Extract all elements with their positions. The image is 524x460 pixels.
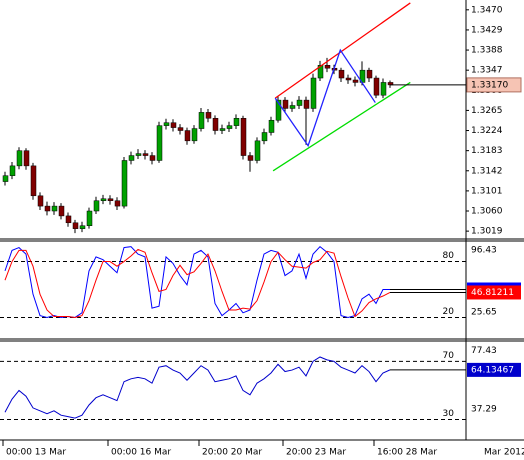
scale-label: 37.29 xyxy=(471,404,497,414)
candle-body xyxy=(170,122,177,128)
indicator-line xyxy=(4,356,391,419)
candle-body xyxy=(296,99,303,106)
last-value-label: 64.13467 xyxy=(471,365,514,375)
trendline xyxy=(274,2,411,99)
candle-body xyxy=(303,99,310,109)
candle-body xyxy=(9,165,16,176)
candle-body xyxy=(380,82,387,96)
y-tick-label: 1.3347 xyxy=(471,66,503,76)
y-tick-label: 1.3388 xyxy=(471,46,503,56)
candle-body xyxy=(317,65,324,79)
candle-body xyxy=(268,119,275,133)
y-tick-label: 1.3470 xyxy=(471,5,503,15)
candle-body xyxy=(142,153,149,156)
candle-body xyxy=(345,77,352,81)
candle-body xyxy=(198,112,205,129)
y-tick-label: 20 xyxy=(443,307,455,317)
indicator-line xyxy=(4,248,391,318)
y-tick-label: 1.3265 xyxy=(471,106,503,116)
last-value-label: 46.81211 xyxy=(471,288,514,298)
candle-body xyxy=(324,65,331,69)
scale-label: 77.43 xyxy=(471,346,497,356)
candle-body xyxy=(240,118,247,156)
candle-body xyxy=(58,205,65,217)
candle-body xyxy=(51,205,58,212)
x-tick-label: 16:00 28 Mar xyxy=(377,448,437,458)
last-value-box xyxy=(467,362,521,377)
scale-label: 25.65 xyxy=(471,308,497,318)
y-tick-label: 1.3101 xyxy=(471,186,503,196)
y-tick-label: 1.3142 xyxy=(471,166,503,176)
candle-body xyxy=(114,200,121,207)
trendline xyxy=(272,81,411,172)
candle-body xyxy=(44,205,51,212)
candle-body xyxy=(275,99,282,121)
candle-body xyxy=(30,165,37,197)
y-tick-label: 80 xyxy=(443,251,455,261)
candle-body xyxy=(366,69,373,79)
candle-body xyxy=(107,198,114,201)
y-tick-label: 1.3060 xyxy=(471,207,503,217)
y-tick-label: 1.3429 xyxy=(471,25,503,35)
candle-body xyxy=(2,175,9,182)
candle-body xyxy=(338,69,345,79)
candle-body xyxy=(65,215,72,224)
x-tick-label: 20:00 23 Mar xyxy=(286,448,346,458)
candle-body xyxy=(205,112,212,119)
candle-body xyxy=(177,127,184,131)
y-tick-label: 70 xyxy=(443,351,455,361)
current-price-label: 1.33170 xyxy=(471,80,508,90)
candle-body xyxy=(226,125,233,129)
candle-body xyxy=(233,118,240,126)
candle-body xyxy=(79,225,86,229)
candle-body xyxy=(128,155,135,161)
candle-body xyxy=(37,195,44,207)
x-axis-note: Mar 2012 xyxy=(484,448,524,458)
last-value-box xyxy=(467,285,521,300)
candle-body xyxy=(156,125,163,161)
scale-label: 96.43 xyxy=(471,246,497,256)
trendline xyxy=(274,48,376,148)
candle-body xyxy=(23,150,30,167)
candle-body xyxy=(135,153,142,156)
candle-body xyxy=(191,128,198,142)
candle-body xyxy=(352,79,359,83)
candle-body xyxy=(289,105,296,109)
candle-body xyxy=(373,77,380,96)
candle-body xyxy=(100,198,107,201)
candle-body xyxy=(261,132,268,142)
candle-body xyxy=(254,140,261,161)
candle-body xyxy=(247,155,254,161)
candle-body xyxy=(16,150,23,167)
candle-body xyxy=(310,77,317,109)
x-tick-label: 00:00 13 Mar xyxy=(6,448,66,458)
candle-body xyxy=(149,155,156,161)
x-tick-label: 20:00 20 Mar xyxy=(202,448,262,458)
candle-body xyxy=(282,99,289,109)
y-tick-label: 30 xyxy=(443,409,455,419)
candle-body xyxy=(212,118,219,131)
y-tick-label: 1.3019 xyxy=(471,227,503,237)
candle-body xyxy=(72,222,79,229)
candle-body xyxy=(86,210,93,226)
candle-body xyxy=(163,122,170,126)
y-tick-label: 1.3224 xyxy=(471,126,503,136)
candle-body xyxy=(121,160,128,207)
candle-body xyxy=(184,130,191,142)
current-price-box xyxy=(466,77,522,93)
candle-body xyxy=(93,200,100,212)
x-tick-label: 00:00 16 Mar xyxy=(111,448,171,458)
y-tick-label: 1.3183 xyxy=(471,146,503,156)
candle-body xyxy=(219,128,226,131)
